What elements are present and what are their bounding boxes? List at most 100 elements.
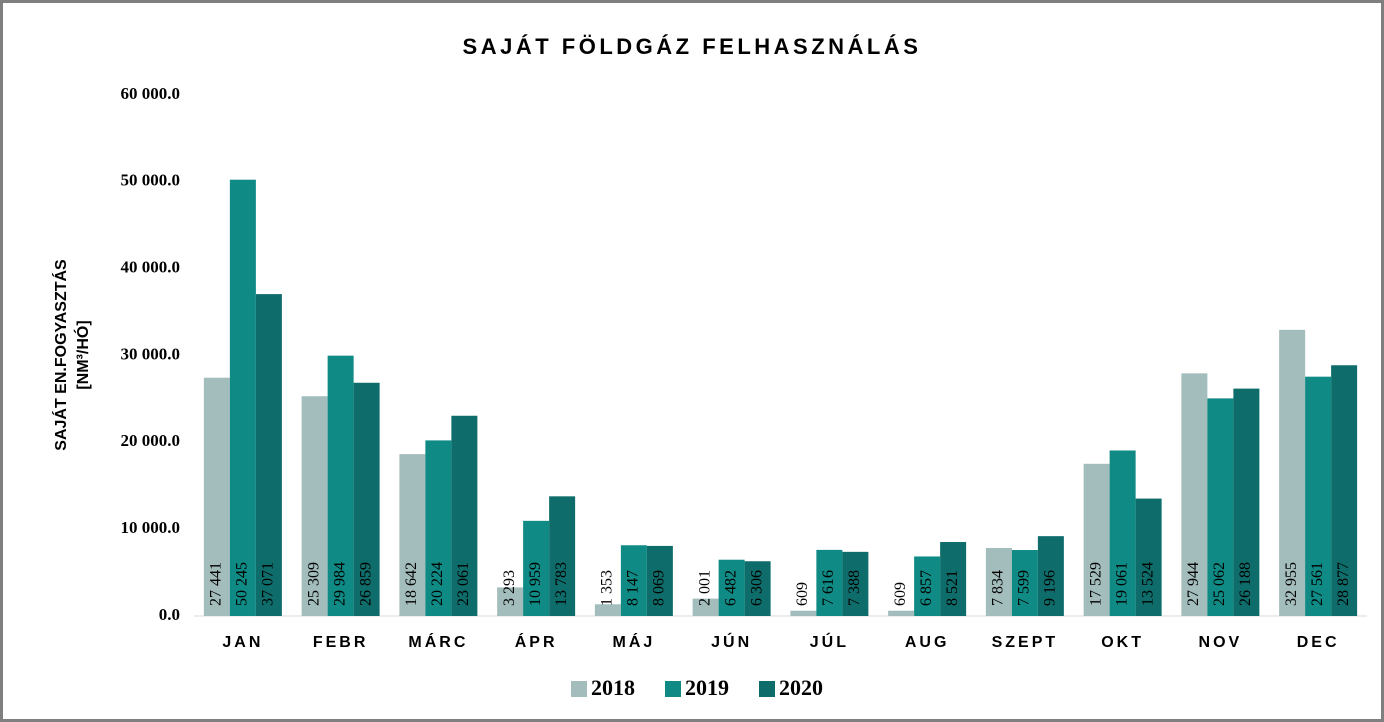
- bar: [1207, 398, 1234, 616]
- data-label: 8 521: [944, 570, 961, 606]
- bar: [549, 496, 576, 616]
- bar: [1011, 550, 1038, 616]
- data-label: 7 834: [990, 570, 1007, 606]
- bar: [1233, 388, 1260, 616]
- x-tick-label: ÁPR: [515, 632, 558, 651]
- data-label: 17 529: [1087, 562, 1104, 606]
- data-label: 19 061: [1113, 562, 1130, 606]
- bar: [1109, 450, 1136, 616]
- data-label: 20 224: [429, 562, 446, 606]
- bar: [718, 559, 745, 616]
- bar: [816, 549, 843, 616]
- data-label: 7 616: [820, 570, 837, 606]
- x-tick-label: JÚL: [810, 632, 849, 651]
- data-label: 13 783: [553, 562, 570, 606]
- y-tick-label: 50 000.0: [121, 171, 181, 190]
- y-tick-label: 20 000.0: [121, 431, 181, 450]
- data-label: 7 388: [846, 570, 863, 606]
- bar: [203, 377, 230, 616]
- bar: [229, 179, 256, 616]
- legend-swatch: [571, 681, 587, 697]
- data-label: 26 859: [357, 562, 374, 606]
- data-label: 609: [892, 582, 909, 606]
- bar: [790, 610, 817, 616]
- y-tick-label: 40 000.0: [121, 258, 181, 277]
- bar: [497, 587, 524, 616]
- bar: [888, 610, 915, 616]
- data-label: 3 293: [501, 570, 518, 606]
- bar: [914, 556, 941, 616]
- y-tick-label: 30 000.0: [121, 344, 181, 363]
- data-label: 27 441: [208, 562, 225, 606]
- x-tick-label: SZEPT: [992, 634, 1059, 651]
- bar: [744, 561, 771, 616]
- y-axis-title: [NM³/HÓ]: [73, 320, 92, 389]
- bar: [1279, 329, 1306, 616]
- x-tick-label: MÁRC: [408, 632, 468, 651]
- legend-swatch: [759, 681, 775, 697]
- data-label: 9 196: [1042, 570, 1059, 606]
- bar: [353, 382, 380, 616]
- data-label: 10 959: [527, 562, 544, 606]
- data-label: 6 857: [918, 570, 935, 606]
- bar: [1037, 536, 1064, 616]
- y-tick-label: 10 000.0: [121, 518, 181, 537]
- legend-label: 2020: [779, 675, 823, 700]
- x-tick-label: DEC: [1297, 634, 1340, 651]
- data-label: 50 245: [234, 562, 251, 606]
- data-label: 13 524: [1139, 562, 1156, 606]
- bar: [692, 598, 719, 616]
- data-label: 25 062: [1211, 562, 1228, 606]
- x-tick-label: OKT: [1101, 634, 1144, 651]
- bar: [940, 542, 967, 616]
- data-label: 1 353: [599, 570, 616, 606]
- bar: [451, 415, 478, 616]
- bar: [620, 545, 647, 616]
- bar: [985, 547, 1012, 616]
- data-label: 27 561: [1309, 562, 1326, 606]
- x-tick-label: AUG: [905, 634, 950, 651]
- bar: [842, 551, 869, 616]
- data-label: 37 071: [260, 562, 277, 606]
- bar: [523, 520, 550, 616]
- x-tick-label: MÁJ: [612, 632, 655, 651]
- bar: [1331, 365, 1358, 616]
- x-tick-label: FEBR: [313, 634, 369, 651]
- data-label: 6 306: [748, 570, 765, 606]
- data-label: 7 599: [1016, 570, 1033, 606]
- bar: [646, 545, 673, 616]
- x-tick-label: JAN: [222, 634, 263, 651]
- bar: [399, 454, 426, 616]
- data-label: 29 984: [331, 562, 348, 606]
- y-tick-label: 60 000.0: [121, 84, 181, 103]
- data-label: 23 061: [455, 562, 472, 606]
- data-label: 8 147: [625, 570, 642, 606]
- data-label: 6 482: [722, 570, 739, 606]
- bar: [327, 355, 354, 616]
- bar: [1083, 463, 1110, 616]
- chart-title: SAJÁT FÖLDGÁZ FELHASZNÁLÁS: [463, 34, 922, 59]
- data-label: 26 188: [1237, 562, 1254, 606]
- data-label: 25 309: [305, 562, 322, 606]
- data-label: 27 944: [1185, 562, 1202, 606]
- legend-label: 2019: [685, 675, 729, 700]
- data-label: 2 001: [696, 570, 713, 606]
- bar: [301, 396, 328, 616]
- x-tick-label: NOV: [1199, 634, 1243, 651]
- data-label: 18 642: [403, 562, 420, 606]
- bar: [255, 294, 282, 616]
- legend-label: 2018: [591, 675, 635, 700]
- x-tick-label: JÚN: [711, 632, 752, 651]
- data-label: 32 955: [1283, 562, 1300, 606]
- bar: [1305, 376, 1332, 616]
- data-label: 8 069: [651, 570, 668, 606]
- y-axis-title: SAJÁT EN.FOGYASZTÁS: [51, 259, 70, 451]
- bar: [1135, 498, 1162, 616]
- y-tick-label: 0.0: [159, 605, 180, 624]
- legend-swatch: [665, 681, 681, 697]
- data-label: 28 877: [1335, 562, 1352, 606]
- data-label: 609: [794, 582, 811, 606]
- bar: [594, 604, 621, 616]
- bar: [1181, 373, 1208, 616]
